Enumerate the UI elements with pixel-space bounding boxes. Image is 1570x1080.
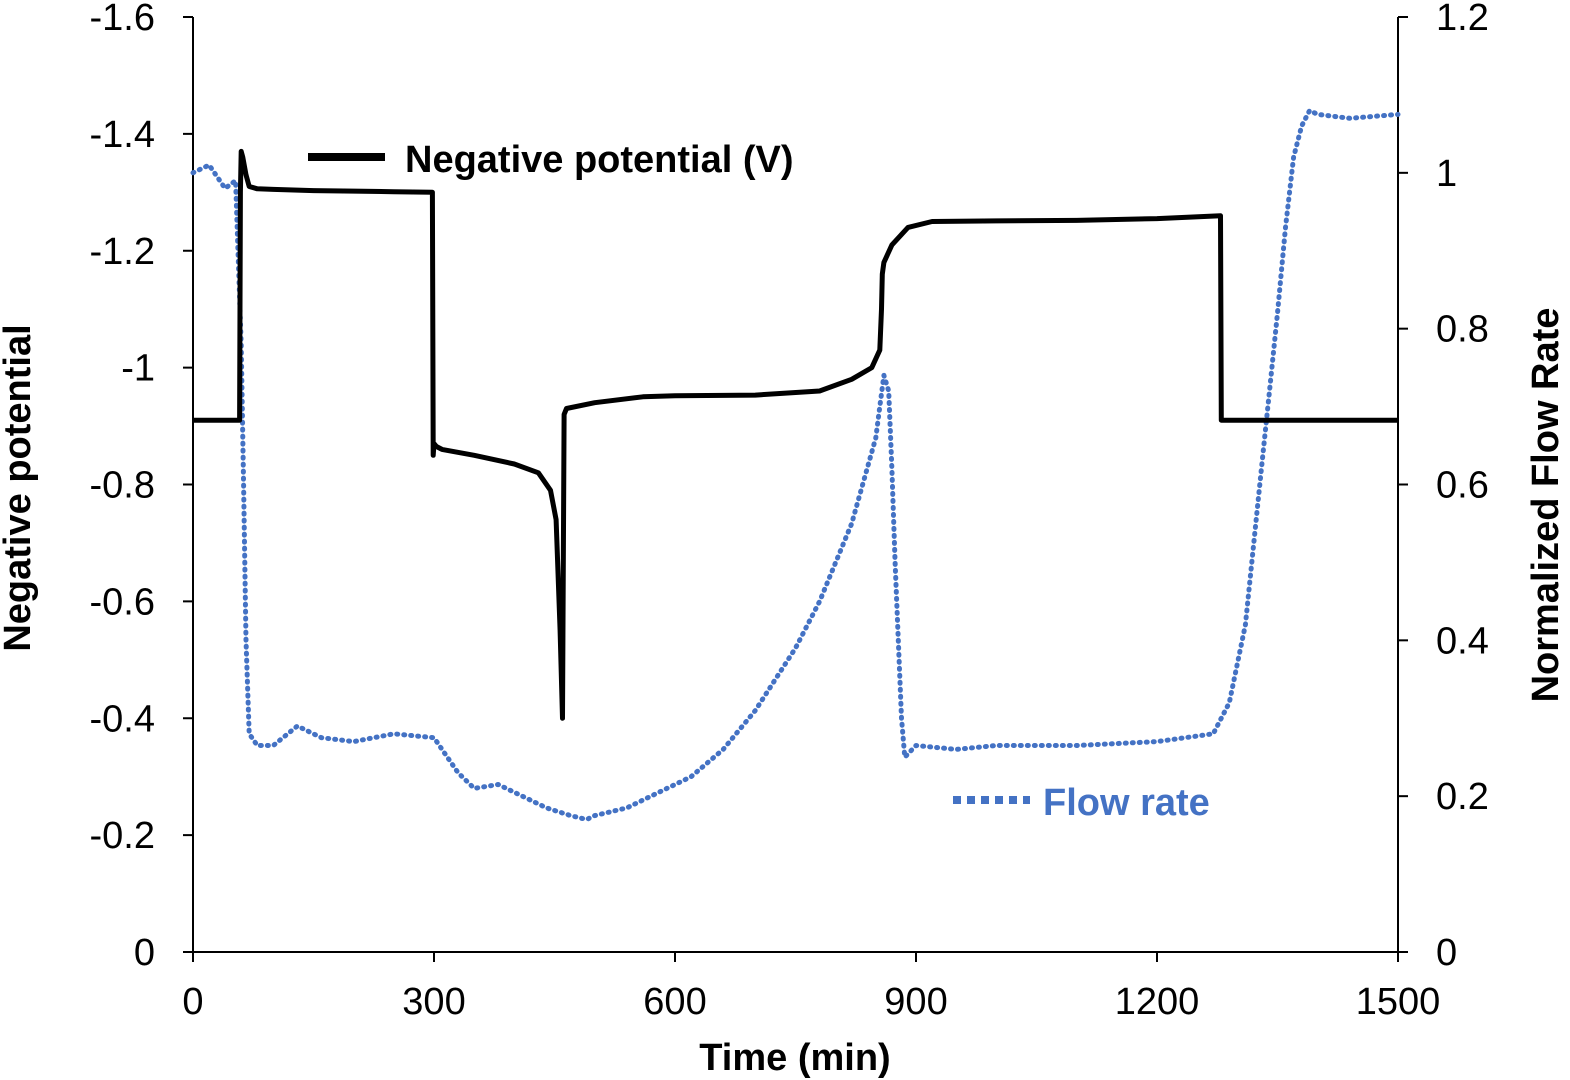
x-tick-label: 900 [884,981,947,1023]
y-left-tick-label: -1.6 [90,0,155,39]
y-right-tick-label: 0.8 [1436,309,1489,351]
series-negative-potential-line [193,148,1398,721]
series-layer [190,108,1401,822]
y-left-tick-label: -1 [121,348,155,390]
y-left-tick-label: 0 [134,932,155,974]
y-axis-right-title: Normalized Flow Rate [1525,308,1567,703]
y-right-tick-label: 0.2 [1436,776,1489,818]
y-right-tick-label: 0 [1436,932,1457,974]
y-left-tick-label: -0.4 [90,698,155,740]
legend-potential-label: Negative potential (V) [405,139,794,181]
series-flow-rate-line [190,108,1401,822]
x-tick-label: 0 [182,981,203,1023]
y-left-tick-label: -0.6 [90,581,155,623]
y-left-tick-label: -0.2 [90,815,155,857]
y-right-tick-label: 0.6 [1436,465,1489,507]
y-axis-left-title: Negative potential [0,324,39,651]
y-left-tick-label: -1.2 [90,231,155,273]
x-tick-label: 1500 [1356,981,1441,1023]
y-axis-left: 0 -0.2 -0.4 -0.6 -0.8 -1 -1.2 -1.4 -1.6 [90,0,193,974]
y-right-tick-label: 1 [1436,153,1457,195]
x-axis: 0 300 600 900 1200 1500 [182,952,1440,1023]
x-axis-title: Time (min) [699,1037,890,1079]
y-axis-right: 0 0.2 0.4 0.6 0.8 1 1.2 [1398,0,1489,974]
y-left-tick-label: -0.8 [90,465,155,507]
legend-flow-label: Flow rate [1043,782,1210,824]
y-left-tick-label: -1.4 [90,114,155,156]
y-right-tick-label: 0.4 [1436,620,1489,662]
x-tick-label: 600 [643,981,706,1023]
x-tick-label: 1200 [1115,981,1200,1023]
legend-potential: Negative potential (V) [308,139,794,181]
legend-flow: Flow rate [953,782,1210,824]
y-right-tick-label: 1.2 [1436,0,1489,39]
x-tick-label: 300 [402,981,465,1023]
